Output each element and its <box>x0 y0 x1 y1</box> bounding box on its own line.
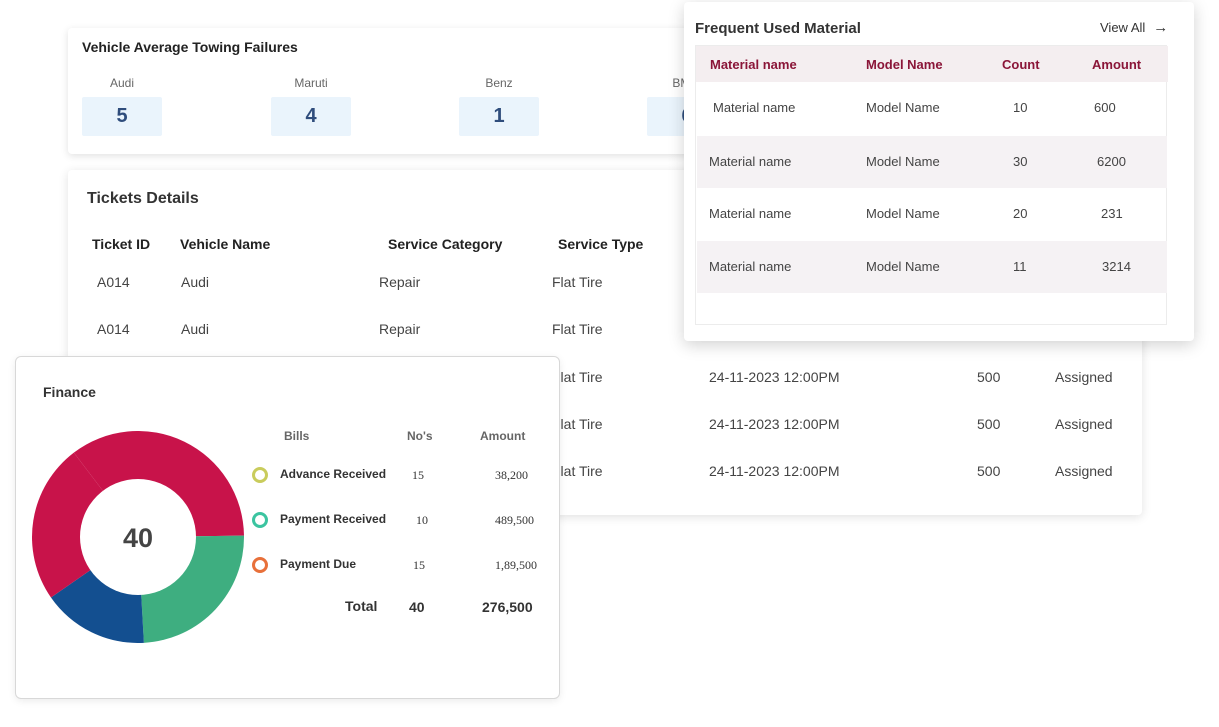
table-row[interactable]: Material name Model Name 30 6200 <box>697 136 1167 188</box>
tickets-title: Tickets Details <box>87 190 199 207</box>
vehicle-count: 5 <box>82 97 162 136</box>
col-header-service-category: Service Category <box>388 236 503 252</box>
finance-total-amount: 276,500 <box>482 599 533 615</box>
col-header-bills: Bills <box>284 429 310 443</box>
service-type: Flat Tire <box>552 321 603 337</box>
ticket-id: A014 <box>97 321 130 337</box>
material-count: 11 <box>1013 259 1027 274</box>
vehicle-name: Audi <box>181 321 210 337</box>
ticket-status: Assigned <box>1055 416 1113 432</box>
service-type: Flat Tire <box>552 416 603 432</box>
ticket-id: A014 <box>97 274 130 290</box>
finance-card: Finance 40 Bills No's Amount Advance Rec… <box>15 356 560 699</box>
donut-center-value: 40 <box>123 523 153 553</box>
col-header-ticket-id: Ticket ID <box>92 236 151 252</box>
material-name: Material name <box>709 259 792 274</box>
view-all-label: View All <box>1100 20 1146 35</box>
vehicle-item-maruti: Maruti 4 <box>271 76 351 136</box>
ticket-date: 24-11-2023 12:00PM <box>709 369 840 385</box>
service-category: Repair <box>379 321 421 337</box>
finance-nos: 15 <box>413 558 425 572</box>
col-header-nos: No's <box>407 429 433 443</box>
service-type: Flat Tire <box>552 369 603 385</box>
model-name: Model Name <box>866 259 940 274</box>
material-name: Material name <box>713 100 796 115</box>
finance-label: Payment Received <box>280 512 387 526</box>
material-card: Frequent Used Material View All → Materia… <box>684 2 1194 341</box>
finance-amount: 1,89,500 <box>495 558 537 572</box>
arrow-right-icon: → <box>1153 19 1169 36</box>
material-count: 20 <box>1013 206 1028 221</box>
vehicle-count: 1 <box>459 97 539 136</box>
finance-amount: 38,200 <box>495 468 528 482</box>
finance-total-nos: 40 <box>409 599 425 615</box>
ticket-status: Assigned <box>1055 463 1113 479</box>
payment-due-legend-icon <box>252 557 268 573</box>
material-name: Material name <box>709 154 792 169</box>
ticket-date: 24-11-2023 12:00PM <box>709 416 840 432</box>
table-row[interactable]: Material name Model Name 20 231 <box>697 188 1167 240</box>
ticket-amount: 500 <box>977 369 1001 385</box>
vehicle-name: Audi <box>181 274 210 290</box>
vehicle-item-audi: Audi 5 <box>82 76 162 136</box>
ticket-date: 24-11-2023 12:00PM <box>709 463 840 479</box>
vehicle-name: Maruti <box>294 76 328 90</box>
finance-donut-chart: 40 <box>32 431 244 643</box>
finance-nos: 15 <box>412 468 424 482</box>
vehicle-name: Audi <box>109 76 135 90</box>
col-header-service-type: Service Type <box>558 236 644 252</box>
col-header-model-name: Model Name <box>866 57 943 72</box>
finance-label: Payment Due <box>280 557 357 571</box>
finance-title: Finance <box>43 384 96 400</box>
view-all-link[interactable]: View All → <box>1100 19 1168 36</box>
material-table: Material name Model Name Count Amount Ma… <box>695 45 1168 325</box>
col-header-count: Count <box>1002 57 1040 72</box>
vehicle-count: 4 <box>271 97 351 136</box>
finance-label: Advance Received <box>280 467 387 481</box>
material-table-header: Material name Model Name Count Amount <box>696 46 1168 82</box>
model-name: Model Name <box>866 154 940 169</box>
material-amount: 600 <box>1094 100 1116 115</box>
ticket-amount: 500 <box>977 416 1001 432</box>
material-name: Material name <box>709 206 792 221</box>
material-amount: 6200 <box>1097 154 1126 169</box>
table-row[interactable]: Material name Model Name 11 3214 <box>697 241 1167 293</box>
material-amount: 3214 <box>1102 259 1131 274</box>
material-amount: 231 <box>1101 206 1123 221</box>
finance-amount: 489,500 <box>495 513 534 527</box>
vehicle-item-benz: Benz 1 <box>459 76 539 136</box>
service-category: Repair <box>379 274 421 290</box>
donut-hole <box>80 479 196 595</box>
vehicle-failures-title: Vehicle Average Towing Failures <box>82 39 298 55</box>
material-count: 30 <box>1013 154 1028 169</box>
service-type: Flat Tire <box>552 463 603 479</box>
vehicle-failures-card: Vehicle Average Towing Failures Audi 5 M… <box>68 28 728 154</box>
table-row[interactable]: Material name Model Name 10 600 <box>697 82 1167 134</box>
material-title: Frequent Used Material <box>695 20 861 37</box>
service-type: Flat Tire <box>552 274 603 290</box>
advance-received-legend-icon <box>252 467 268 483</box>
payment-received-legend-icon <box>252 512 268 528</box>
ticket-amount: 500 <box>977 463 1001 479</box>
material-count: 10 <box>1013 100 1028 115</box>
col-header-vehicle-name: Vehicle Name <box>180 236 271 252</box>
finance-total-label: Total <box>345 598 378 614</box>
finance-nos: 10 <box>416 513 428 527</box>
model-name: Model Name <box>866 100 940 115</box>
col-header-material-name: Material name <box>710 57 797 72</box>
col-header-amount: Amount <box>480 429 526 443</box>
model-name: Model Name <box>866 206 940 221</box>
vehicle-name: Benz <box>485 76 513 90</box>
ticket-status: Assigned <box>1055 369 1113 385</box>
col-header-amount: Amount <box>1092 57 1142 72</box>
